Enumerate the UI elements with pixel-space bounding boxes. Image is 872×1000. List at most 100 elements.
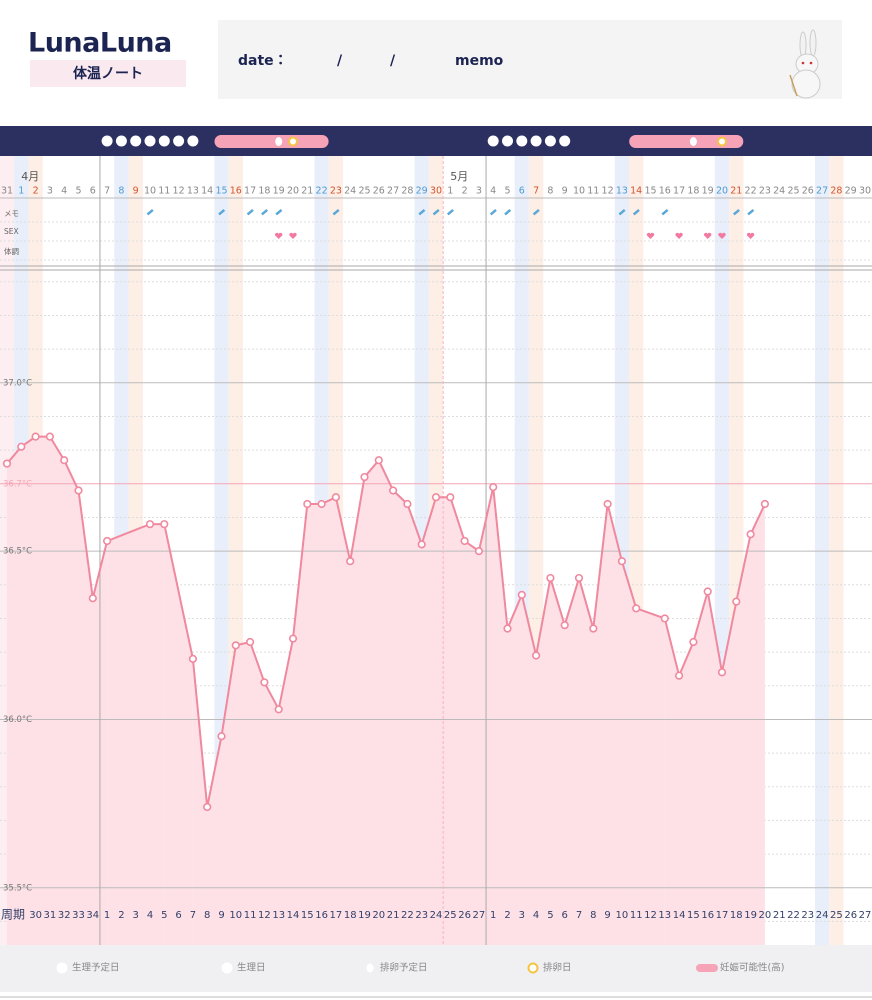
temperature-point <box>417 540 426 549</box>
temperature-point <box>531 651 541 660</box>
cycle-label: 周期 <box>1 908 25 922</box>
memo-icon <box>432 208 440 216</box>
cycle-day-label: 24 <box>816 910 829 921</box>
saturday-band <box>814 156 830 945</box>
cycle-day-label: 14 <box>287 910 300 921</box>
legend-icon <box>56 962 68 974</box>
subtitle: 体温ノート <box>73 65 143 82</box>
subtitle-box <box>30 60 186 87</box>
cycle-day-label: 21 <box>387 910 400 921</box>
heart-icon <box>718 232 726 239</box>
memo-icon <box>632 208 640 216</box>
cycle-day-label: 2 <box>118 910 124 921</box>
temperature-point <box>474 547 484 556</box>
date-label: 30 <box>859 186 871 197</box>
moon-disc <box>487 135 499 147</box>
cycle-day-label: 25 <box>830 910 843 921</box>
cycle-day-label: 15 <box>301 910 314 921</box>
temperature-point <box>360 472 369 482</box>
date-slash: / <box>337 53 343 69</box>
date-label: 17 <box>244 186 256 197</box>
temperature-point <box>660 614 669 623</box>
date-label: 3 <box>476 186 482 197</box>
cycle-day-label: 1 <box>104 910 110 921</box>
date-label: 5 <box>75 186 81 197</box>
period-icon <box>502 135 513 147</box>
temperature-point <box>489 483 498 492</box>
date-label: 29 <box>845 186 857 197</box>
date-label: 26 <box>802 186 814 197</box>
ovulation-icon <box>288 136 298 147</box>
date-label: 7 <box>104 186 110 197</box>
memo-icon <box>275 208 283 216</box>
date-label: date： <box>238 53 288 69</box>
y-tick-label: 36.5°C <box>3 547 32 557</box>
memo-icon <box>732 208 740 216</box>
temperature-point <box>145 520 155 529</box>
memo-box <box>218 20 842 99</box>
temperature-point <box>617 557 627 566</box>
temperature-point <box>231 641 240 650</box>
date-label: 12 <box>173 186 185 197</box>
legend-label: 排卵予定日 <box>380 962 428 974</box>
temperature-point <box>274 705 283 714</box>
date-label: 24 <box>773 186 785 197</box>
cycle-day-label: 4 <box>533 910 539 921</box>
cycle-day-label: 31 <box>44 910 57 921</box>
temperature-point <box>217 732 226 741</box>
date-label: 24 <box>344 186 356 197</box>
period-icon <box>130 135 142 147</box>
period-icon <box>158 135 170 147</box>
date-label: 12 <box>602 186 614 197</box>
temperature-point <box>403 499 412 509</box>
memo-icon <box>532 208 540 216</box>
cycle-day-label: 11 <box>630 910 643 921</box>
cycle-day-label: 2 <box>504 910 510 921</box>
date-label: 15 <box>215 186 227 197</box>
date-label: 27 <box>816 186 828 197</box>
date-label: 4 <box>490 186 496 197</box>
legend-label: 排卵日 <box>543 962 572 974</box>
cycle-day-label: 12 <box>258 910 271 921</box>
date-label: 31 <box>1 186 13 197</box>
heart-icon <box>275 232 283 239</box>
legend-icon <box>366 963 374 973</box>
cycle-day-label: 11 <box>244 910 257 921</box>
sunday-band <box>829 156 844 945</box>
cycle-day-label: 24 <box>430 910 443 921</box>
cycle-day-label: 20 <box>372 910 385 921</box>
cycle-day-label: 34 <box>86 910 99 921</box>
memo-icon <box>146 208 154 216</box>
temperature-point <box>560 621 569 630</box>
date-label: 21 <box>730 186 742 197</box>
cycle-day-label: 26 <box>844 910 857 921</box>
date-label: 17 <box>673 186 685 197</box>
legend-label: 妊娠可能性(高) <box>720 962 784 974</box>
temperature-point <box>88 594 97 603</box>
heart-icon <box>704 232 712 239</box>
temperature-point <box>260 678 269 687</box>
cycle-day-label: 12 <box>644 910 657 921</box>
date-label: 9 <box>562 186 568 197</box>
row-label: メモ <box>4 209 19 218</box>
temperature-point <box>389 486 398 495</box>
temperature-point <box>188 654 197 663</box>
temperature-point <box>17 442 26 451</box>
cycle-day-label: 5 <box>161 910 167 921</box>
date-label: 1 <box>447 186 453 197</box>
legend-icon <box>696 964 718 972</box>
cycle-day-label: 21 <box>773 910 786 921</box>
moon-disc <box>158 135 170 147</box>
memo-icon <box>446 208 454 216</box>
moon-disc <box>544 135 556 147</box>
date-label: 28 <box>401 186 413 197</box>
row-label: 体調 <box>4 246 19 256</box>
date-label: 13 <box>616 186 628 197</box>
temperature-area <box>664 503 765 945</box>
memo-icon <box>332 208 340 216</box>
temperature-area <box>192 460 637 945</box>
temperature-line <box>663 503 766 679</box>
date-label: 16 <box>659 186 671 197</box>
date-label: 23 <box>330 186 342 197</box>
temperature-point <box>717 668 727 677</box>
